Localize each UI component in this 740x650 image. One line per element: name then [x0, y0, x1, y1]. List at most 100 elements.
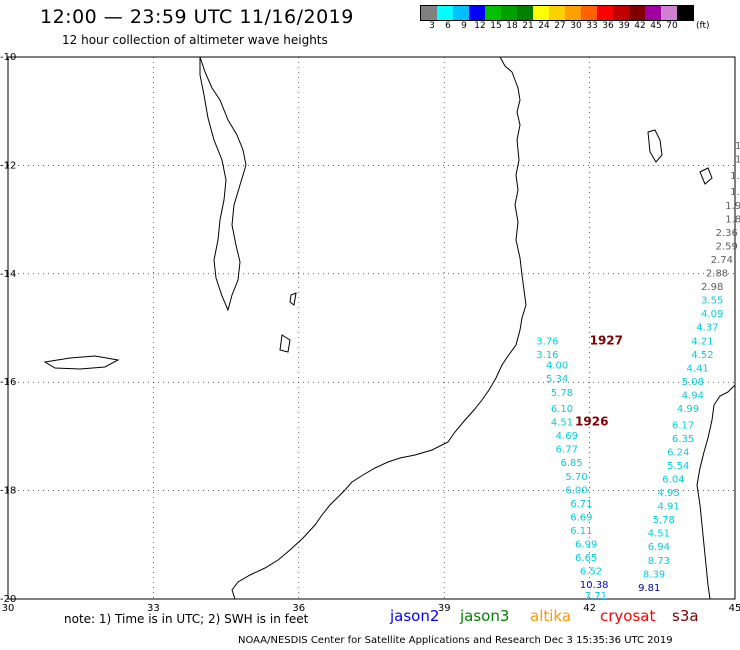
satellite-legend-jason2: jason2: [390, 607, 440, 625]
wave-height-value: 4.21: [691, 336, 713, 347]
pass-time-label: 1927: [590, 333, 623, 347]
wave-height-value: 1: [735, 155, 740, 166]
lat-label: -14: [0, 269, 16, 280]
legend-label: 45: [650, 21, 662, 31]
lake-malawi-outline: [199, 56, 247, 312]
legend-label: 24: [538, 21, 550, 31]
lat-label: -18: [0, 486, 16, 497]
wave-height-value: 6.94: [648, 542, 670, 553]
wave-height-value: 8.73: [648, 556, 670, 567]
page-title: 12:00 — 23:59 UTC 11/16/2019: [40, 6, 354, 28]
color-legend: [420, 5, 694, 21]
satellite-legend-altika: altika: [530, 607, 572, 625]
wave-height-value: 6.85: [561, 458, 583, 469]
color-legend-labels: 3 6 9 12 15 18 21 24 27 30 33 36 39 42 45 70 (ft): [424, 21, 710, 31]
wave-height-value: 4.09: [701, 309, 723, 320]
wave-height-value: 5.78: [551, 388, 573, 399]
lon-label: 36: [292, 603, 305, 614]
legend-label: 42: [634, 21, 646, 31]
legend-swatch: [453, 6, 469, 20]
wave-height-value: 4.51: [648, 529, 670, 540]
wave-height-value: 4.69: [556, 431, 578, 442]
wave-height-value: 2.74: [711, 255, 733, 266]
legend-label: 18: [506, 21, 518, 31]
satellite-legend-jason3: jason3: [460, 607, 510, 625]
legend-label: 33: [586, 21, 598, 31]
wave-height-value: 2.36: [716, 228, 738, 239]
wave-height-value: 5.78: [653, 515, 675, 526]
wave-height-value: 4.95: [657, 488, 679, 499]
legend-label: 27: [554, 21, 566, 31]
jason2-track: 3.76 3.164.00 5.34 5.78 6.10 4.51 4.69 6.77 6.85…: [536, 336, 608, 602]
legend-swatch: [485, 6, 501, 20]
wave-height-value: 7.71: [585, 591, 607, 602]
comoros-island: [647, 129, 663, 163]
page-subtitle: 12 hour collection of altimeter wave hei…: [62, 33, 328, 47]
wave-height-value: 4.00: [546, 361, 568, 372]
legend-label: 39: [618, 21, 630, 31]
axis-labels: 30 33 36 39 42 45 -10 -12 -14 -16 -18 -20: [0, 52, 740, 614]
wave-height-value: 5.70: [565, 472, 587, 483]
lake-outline-small: [279, 334, 291, 353]
cryosat-track: 1 1 1.9 1.9 1.90 1.82 2.36 2.59 2.74 2.88 2.98: [701, 141, 740, 293]
legend-swatch: [661, 6, 677, 20]
legend-unit: (ft): [696, 21, 710, 31]
note-text: note: 1) Time is in UTC; 2) SWH is in fe…: [64, 612, 309, 626]
legend-label: 21: [522, 21, 534, 31]
wave-height-value: 1.90: [725, 201, 740, 212]
legend-label: 6: [445, 21, 451, 31]
wave-height-value: 2.98: [701, 282, 723, 293]
wave-height-value: 6.17: [672, 420, 694, 431]
legend-swatch: [597, 6, 613, 20]
wave-height-value: 6.69: [570, 512, 592, 523]
legend-swatch: [549, 6, 565, 20]
lon-label: 33: [147, 603, 160, 614]
mayotte-island: [699, 167, 713, 185]
wave-height-value: 5.08: [682, 377, 704, 388]
legend-swatch: [501, 6, 517, 20]
wave-height-value: 2.88: [706, 269, 728, 280]
africa-coastline: [231, 56, 527, 600]
wave-height-value: 4.41: [687, 363, 709, 374]
legend-swatch: [677, 6, 693, 20]
wave-height-value: 6.65: [575, 553, 597, 564]
lake-island-west: [43, 355, 120, 370]
legend-label: 70: [666, 21, 678, 31]
wave-height-value: 6.11: [570, 526, 592, 537]
legend-swatch: [517, 6, 533, 20]
wave-height-value: 10.38: [580, 580, 609, 591]
wave-height-value: 4.52: [691, 350, 713, 361]
wave-height-value: 5.54: [667, 461, 689, 472]
lat-label: -10: [0, 52, 16, 63]
legend-swatch: [469, 6, 485, 20]
legend-swatch: [629, 6, 645, 20]
wave-height-value: 1.82: [725, 214, 740, 225]
legend-label: 12: [474, 21, 486, 31]
legend-swatch: [437, 6, 453, 20]
legend-swatch: [421, 6, 437, 20]
wave-height-value: 1: [735, 141, 740, 152]
wave-height-value: 4.94: [682, 390, 704, 401]
wave-height-value: 1.9: [730, 171, 740, 182]
lake-outline-tiny: [289, 292, 297, 306]
wave-height-value: 6.99: [575, 540, 597, 551]
legend-swatch: [533, 6, 549, 20]
wave-height-value: 6.35: [672, 434, 694, 445]
wave-height-value: 4.51: [551, 418, 573, 429]
lon-label: 42: [583, 603, 596, 614]
pass-time-labels: 192719261451: [575, 333, 740, 461]
wave-height-value: 6.00: [565, 485, 587, 496]
wave-height-value: 6.52: [580, 567, 602, 578]
legend-label: 3: [429, 21, 435, 31]
altimeter-tracks: 3.76 3.164.00 5.34 5.78 6.10 4.51 4.69 6.77 6.85…: [536, 141, 740, 602]
wave-height-value: 9.81: [638, 583, 660, 594]
legend-swatch: [581, 6, 597, 20]
legend-label: 36: [602, 21, 614, 31]
pass-time-label: 1926: [575, 415, 608, 429]
wave-height-value: 6.04: [662, 474, 684, 485]
lat-lon-grid: [7, 56, 736, 600]
wave-height-value: 6.77: [556, 445, 578, 456]
legend-swatch: [613, 6, 629, 20]
wave-height-value: 6.10: [551, 404, 573, 415]
